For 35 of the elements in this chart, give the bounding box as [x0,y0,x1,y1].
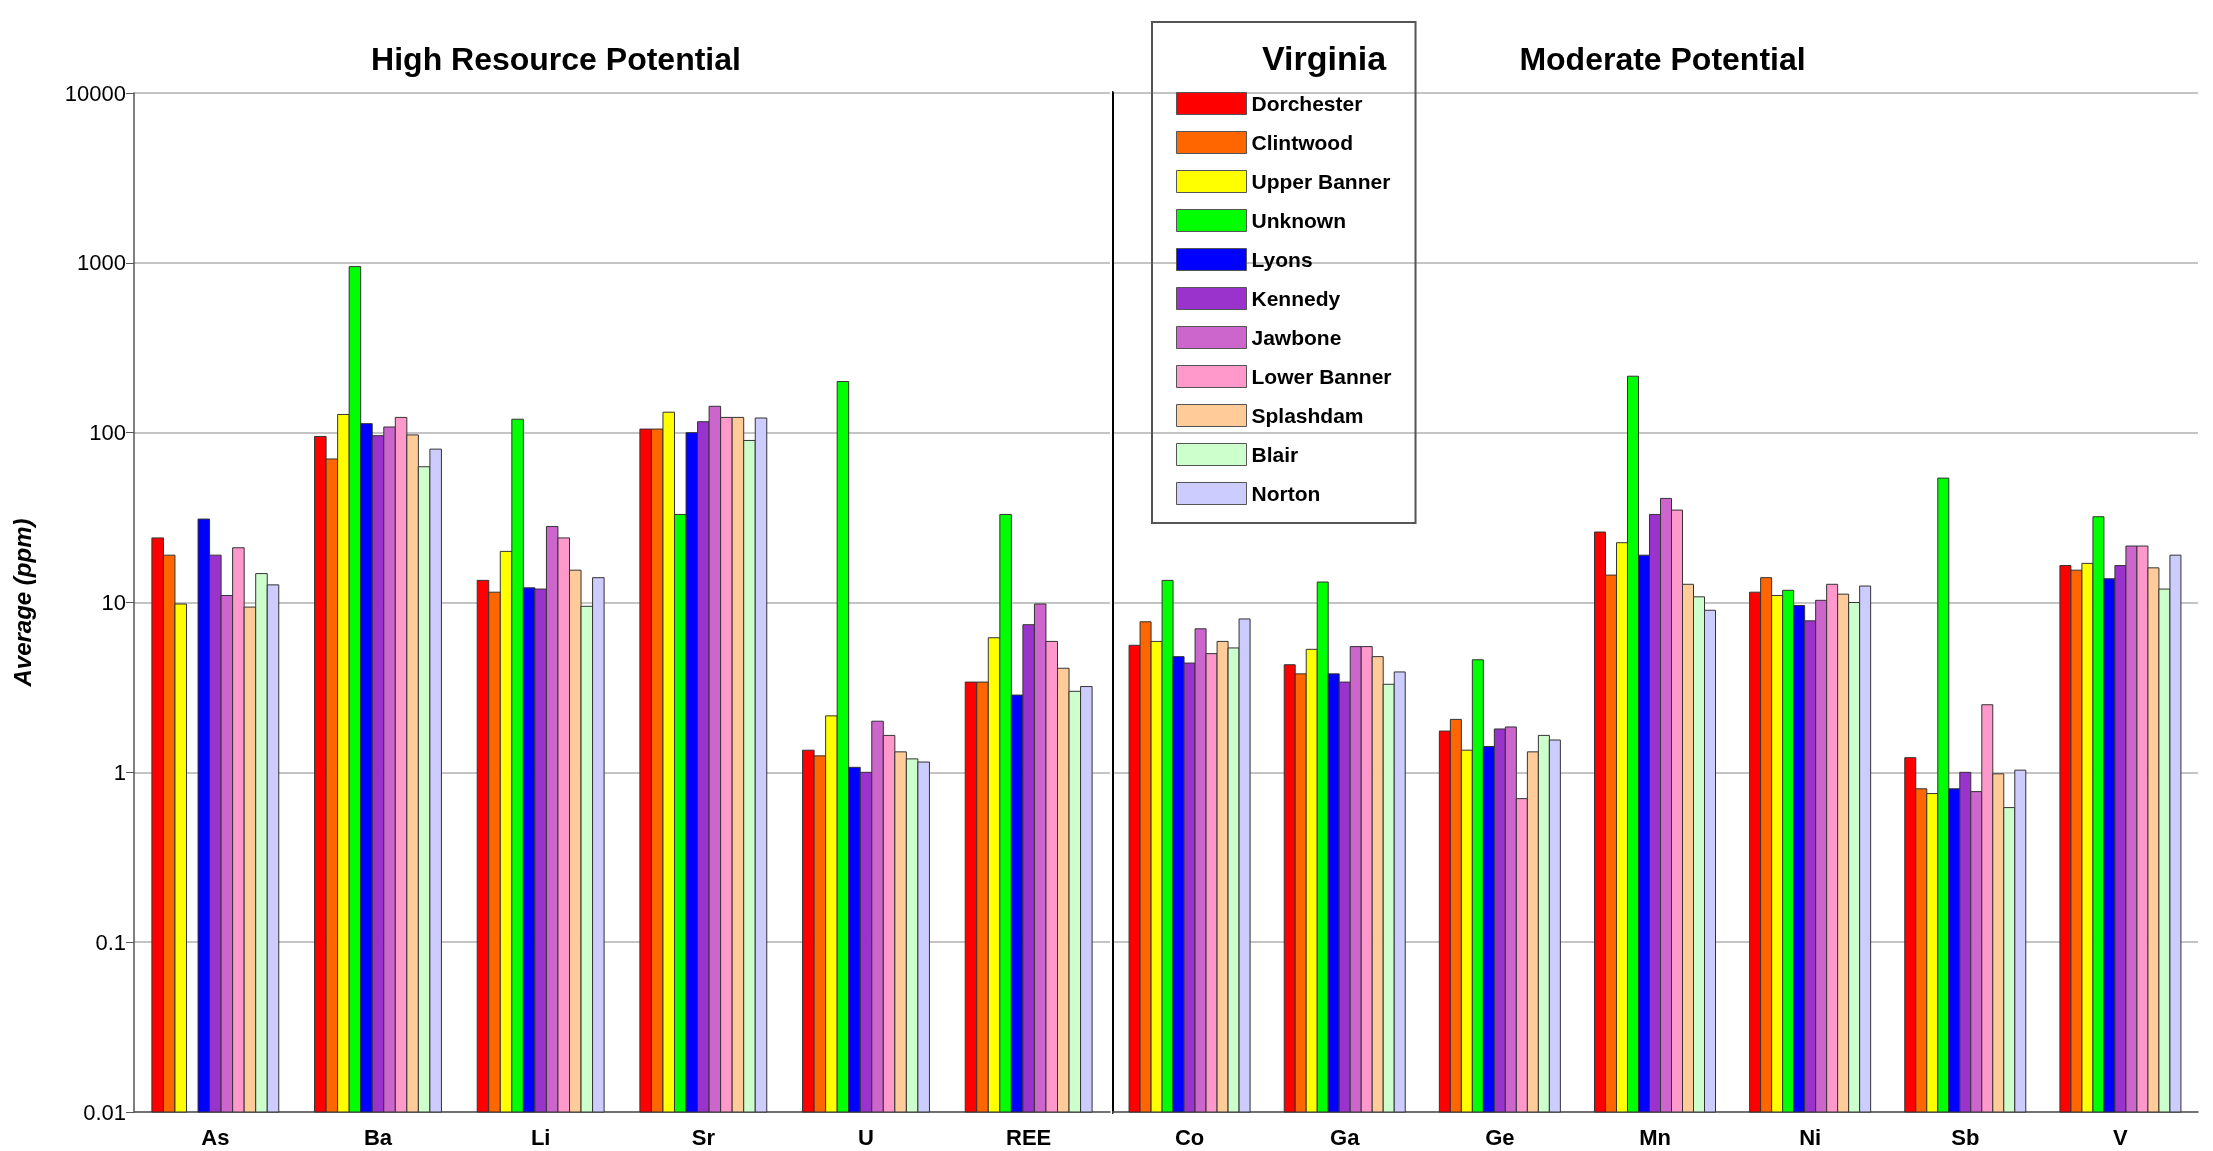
y-tick-label: 10 [101,590,126,615]
y-tick-label: 1000 [77,250,126,276]
x-tick-label: Ge [1485,1124,1515,1150]
legend-label: Upper Banner [1251,170,1391,193]
legend-label: Norton [1251,482,1321,505]
legend-label: Lower Banner [1251,365,1392,388]
x-tick-label: Ni [1799,1124,1822,1150]
legend-label: Blair [1251,443,1299,466]
legend-label: Jawbone [1251,326,1342,349]
x-tick-label: Ba [363,1124,393,1150]
x-tick-label: Li [530,1124,551,1150]
y-tick-label: 1 [113,759,126,785]
legend-label: Lyons [1251,248,1313,271]
legend-label: Unknown [1251,209,1346,232]
y-tick-label: 100 [89,420,126,446]
x-tick-label: Sb [1951,1124,1980,1150]
legend-title: Virginia [1262,39,1388,77]
y-axis-title: Average (ppm) [8,518,36,688]
x-tick-label: U [858,1124,874,1150]
legend-label: Dorchester [1251,92,1363,115]
x-tick-label: As [201,1124,230,1150]
chart-title: Moderate Potential [1519,41,1806,77]
legend-label: Clintwood [1251,131,1353,154]
y-tick-label: 10000 [64,80,126,106]
x-tick-label: Mn [1639,1124,1671,1150]
x-tick-label: Co [1174,1124,1205,1150]
y-tick-label: 0.01 [83,1099,126,1125]
chart-title: High Resource Potential [371,41,741,77]
x-tick-label: Sr [691,1124,716,1150]
x-tick-label: Ga [1330,1124,1361,1150]
legend-label: Kennedy [1251,287,1341,310]
x-tick-label: REE [1006,1124,1052,1150]
x-tick-label: V [2113,1124,2129,1150]
legend-label: Splashdam [1251,404,1364,427]
y-tick-label: 0.1 [95,929,126,955]
